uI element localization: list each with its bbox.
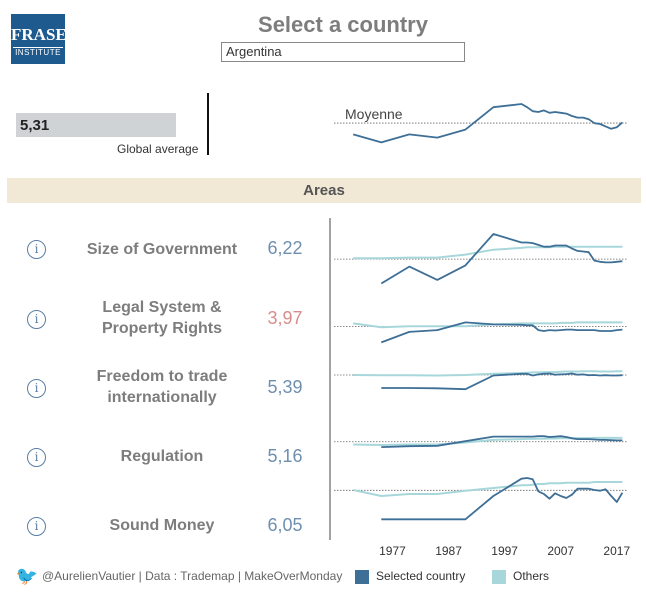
series-line-selected-country [381,372,623,391]
area-label-freedom-to-trade: Freedom to trade internationally [96,368,228,406]
series-line-selected-country [380,321,623,344]
legend-label-others: Others [513,569,550,583]
page-title: Select a country [258,12,428,37]
series-line-others [353,245,623,260]
info-icon[interactable]: i [27,517,46,536]
global-average-label: Global average [117,142,199,156]
footer-credit: @AurelienVautier | Data : Trademap | Mak… [42,569,343,583]
series-line-others [353,436,623,446]
x-axis-tick-label: 2017 [603,544,630,558]
area-value-freedom-to-trade: 5,39 [267,377,303,397]
area-value-size-of-government: 6,22 [267,238,303,258]
fraser-institute-logo: FRASER INSTITUTE [11,14,80,64]
series-line-selected-country [381,477,624,521]
divider-line [207,93,209,155]
twitter-icon[interactable]: 🐦 [15,566,39,586]
areas-header: Areas [303,182,345,199]
area-label-sound-money: Sound Money [109,517,215,534]
area-value-legal-system: 3,97 [267,308,303,328]
info-icon[interactable]: i [27,379,46,398]
area-label-size-of-government: Size of Government [86,241,238,258]
info-icon[interactable]: i [27,448,46,467]
legend-label-selected: Selected country [376,569,466,583]
area-label-legal-system: Legal System & Property Rights [101,299,222,337]
area-label-regulation: Regulation [120,448,204,465]
info-icon[interactable]: i [27,310,46,329]
series-line-selected-country [381,435,623,448]
legend-swatch-selected [355,570,369,584]
global-average-bar [16,113,176,137]
series-line-selected-country [380,233,623,285]
x-axis-tick-label: 2007 [547,544,574,558]
area-value-regulation: 5,16 [267,446,303,466]
country-select[interactable]: Argentina [221,42,465,62]
logo-subtext: INSTITUTE [13,47,63,57]
series-line-others [353,321,623,329]
x-axis-tick-label: 1987 [435,544,462,558]
x-axis-tick-label: 1977 [379,544,406,558]
legend-swatch-others [492,570,506,584]
x-axis-tick-label: 1997 [491,544,518,558]
series-line-others [353,370,623,377]
series-line-others [352,481,623,497]
moyenne-label: Moyenne [345,106,403,122]
series-line-selected-country [352,103,623,144]
area-value-sound-money: 6,05 [267,515,303,535]
global-average-value: 5,31 [20,117,50,134]
info-icon[interactable]: i [27,240,46,259]
logo-text: FRASER [11,25,80,44]
areas-header-band [7,178,641,203]
